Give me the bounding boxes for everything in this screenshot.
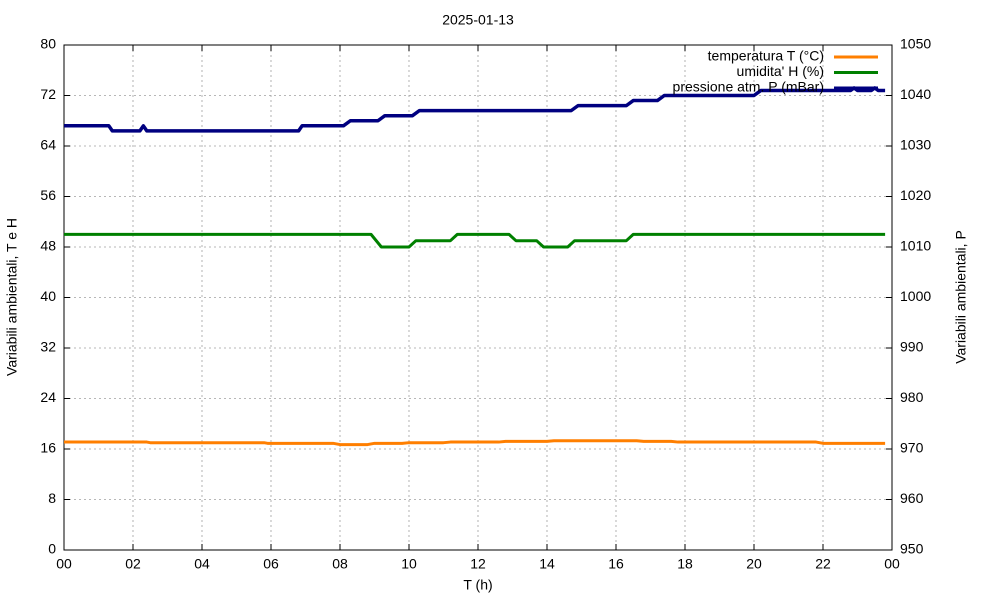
y2-tick-label: 1000	[900, 288, 931, 304]
x-tick-label: 08	[332, 556, 348, 572]
plot-frame	[63, 44, 893, 551]
y2-tick-label: 970	[900, 440, 924, 456]
x-tick-label: 16	[608, 556, 624, 572]
y-tick-label: 56	[40, 187, 56, 203]
x-tick-label: 14	[539, 556, 555, 572]
x-axis-label: T (h)	[463, 577, 492, 593]
y2-tick-label: 1050	[900, 36, 931, 52]
x-tick-label: 00	[56, 556, 72, 572]
y2-tick-label: 960	[900, 490, 924, 506]
legend-label: temperatura T (°C)	[708, 48, 824, 64]
y-axis-label: Variabili ambientali, T e H	[4, 218, 20, 376]
x-tick-label: 06	[263, 556, 279, 572]
x-tick-label: 02	[125, 556, 141, 572]
y-tick-label: 8	[48, 490, 56, 506]
y2-tick-label: 1030	[900, 137, 931, 153]
series-line	[64, 232, 886, 249]
y-tick-label: 80	[40, 36, 56, 52]
y-tick-label: 40	[40, 288, 56, 304]
y-tick-label: 16	[40, 440, 56, 456]
y2-axis-label: Variabili ambientali, P	[953, 230, 969, 364]
legend-label: umidita' H (%)	[737, 63, 824, 79]
y2-tick-label: 1010	[900, 238, 931, 254]
chart-title: 2025-01-13	[442, 12, 514, 28]
y2-tick-label: 1040	[900, 86, 931, 102]
x-tick-label: 20	[746, 556, 762, 572]
y-tick-label: 64	[40, 137, 56, 153]
y-tick-label: 0	[48, 541, 56, 557]
x-tick-label: 00	[884, 556, 900, 572]
y-tick-label: 48	[40, 238, 56, 254]
x-tick-label: 10	[401, 556, 417, 572]
y2-tick-label: 1020	[900, 187, 931, 203]
legend-label: pressione atm. P (mBar)	[673, 79, 824, 95]
y-tick-label: 24	[40, 389, 56, 405]
x-tick-label: 18	[677, 556, 693, 572]
y-tick-label: 72	[40, 86, 56, 102]
x-tick-label: 04	[194, 556, 210, 572]
x-tick-label: 22	[815, 556, 831, 572]
y2-tick-label: 950	[900, 541, 924, 557]
y-tick-label: 32	[40, 339, 56, 355]
y2-tick-label: 980	[900, 389, 924, 405]
series-line	[64, 439, 886, 447]
x-tick-label: 12	[470, 556, 486, 572]
y2-tick-label: 990	[900, 339, 924, 355]
